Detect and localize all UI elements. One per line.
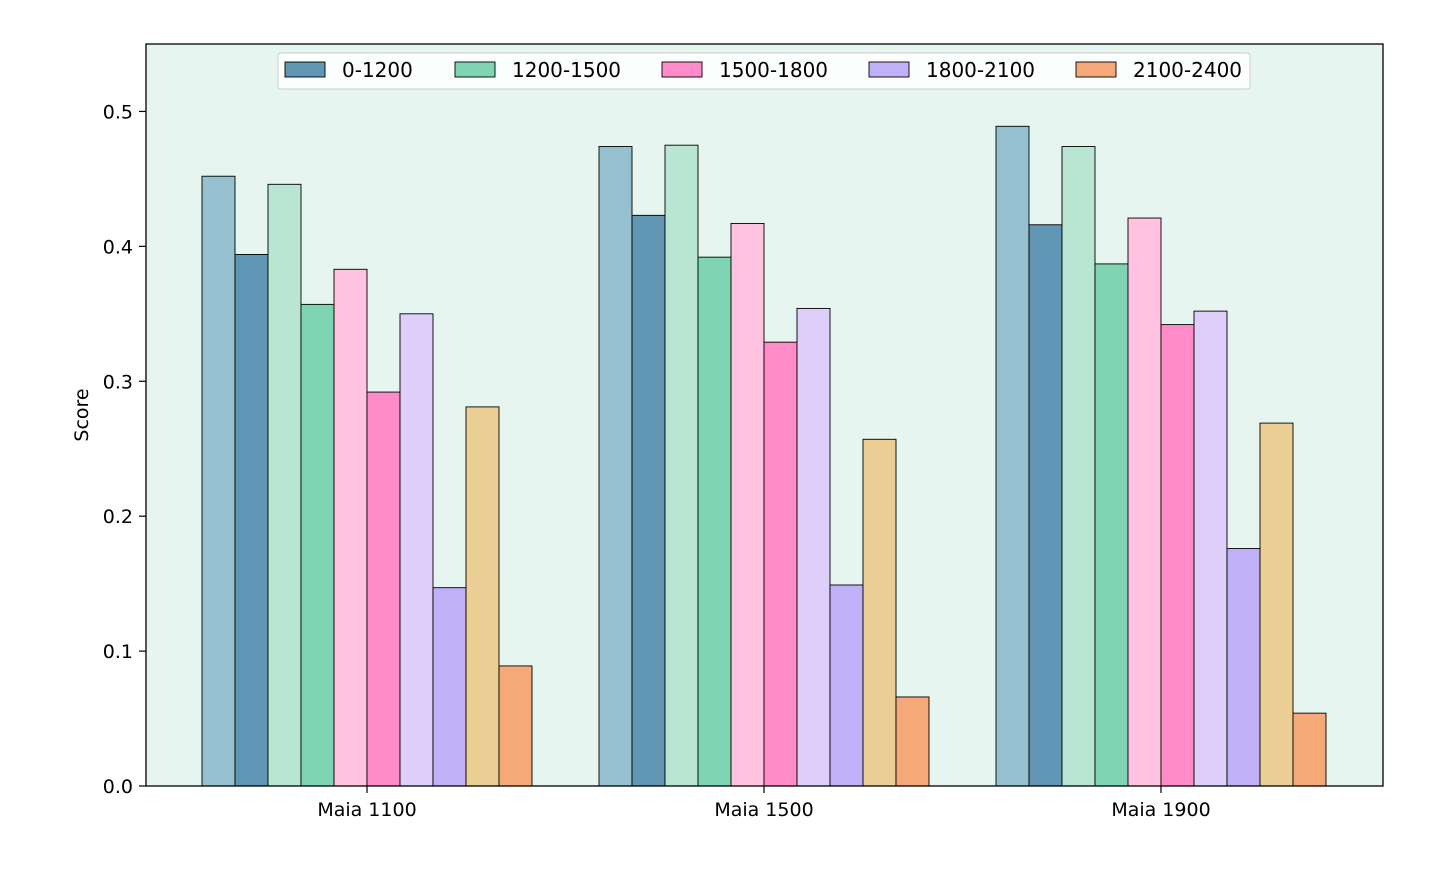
bar-2100-2400	[1292, 712, 1327, 787]
y-axis-label: Score	[71, 388, 93, 441]
bar-2100-2400	[498, 665, 533, 787]
companion-bar	[201, 175, 236, 787]
bar-1200-1500	[697, 256, 732, 787]
companion-bar	[730, 222, 765, 787]
bar-0-1200	[1028, 224, 1063, 787]
companion-bar	[862, 438, 897, 787]
bar-1800-2100	[432, 587, 467, 787]
y-tick-label: 0.3	[103, 371, 133, 393]
y-tick-label: 0.1	[103, 641, 133, 663]
y-tick-label: 0.5	[103, 101, 133, 123]
legend-label: 1200-1500	[512, 58, 621, 82]
legend-swatch	[454, 61, 496, 78]
bar-2100-2400	[895, 696, 930, 787]
companion-bar	[1061, 146, 1096, 787]
companion-bar	[995, 125, 1030, 787]
companion-bar	[465, 406, 500, 787]
x-tick-label: Maia 1100	[317, 799, 416, 821]
x-tick-label: Maia 1500	[714, 799, 813, 821]
legend-label: 2100-2400	[1133, 58, 1242, 82]
legend: 0-1200 1200-1500 1500-1800 1800-2100 2100-24…	[277, 52, 1251, 90]
companion-bar	[399, 313, 434, 787]
legend-swatch	[661, 61, 703, 78]
companion-bar	[796, 307, 831, 787]
legend-box	[277, 52, 1251, 90]
legend-swatch	[1075, 61, 1117, 78]
legend-label: 1500-1800	[719, 58, 828, 82]
legend-swatch	[868, 61, 910, 78]
y-axis: 0.0 0.1 0.2 0.3 0.4 0.5	[103, 101, 146, 798]
bar-1500-1800	[763, 341, 798, 787]
companion-bar	[664, 144, 699, 787]
companion-bar	[267, 183, 302, 787]
bar-1200-1500	[1094, 263, 1129, 787]
plot-frame	[145, 43, 1384, 787]
bar-1500-1800	[366, 391, 401, 787]
legend-label: 0-1200	[342, 58, 413, 82]
bar-1200-1500	[300, 303, 335, 787]
bar-1500-1800	[1160, 324, 1195, 787]
companion-bar	[598, 146, 633, 787]
y-tick-label: 0.0	[103, 776, 133, 798]
companion-bar	[333, 268, 368, 787]
bar-0-1200	[631, 214, 666, 787]
y-tick-label: 0.4	[103, 236, 133, 258]
bar-0-1200	[234, 254, 269, 787]
x-axis: Maia 1100 Maia 1500 Maia 1900	[317, 786, 1211, 821]
y-tick-label: 0.2	[103, 506, 133, 528]
companion-bar	[1193, 310, 1228, 787]
companion-bar	[1259, 422, 1294, 787]
bar-1800-2100	[829, 584, 864, 787]
legend-label: 1800-2100	[926, 58, 1035, 82]
bars-group	[201, 125, 1327, 787]
companion-bar	[1127, 217, 1162, 787]
bar-1800-2100	[1226, 548, 1261, 787]
legend-swatch	[284, 61, 326, 78]
x-tick-label: Maia 1900	[1111, 799, 1210, 821]
